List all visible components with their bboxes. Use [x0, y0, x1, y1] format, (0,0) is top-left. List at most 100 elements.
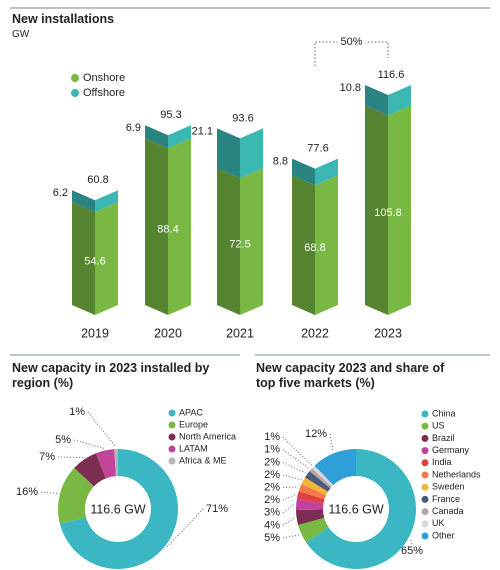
bar-segment: [217, 168, 240, 315]
leader-line: [282, 493, 296, 501]
legend-swatch: [168, 409, 176, 417]
legend-swatch: [421, 471, 429, 479]
legend-swatch: [168, 457, 176, 465]
bar-segment: [72, 190, 95, 212]
legend-label: China: [432, 408, 456, 418]
value-label: 4%: [264, 519, 280, 531]
value-label: 7%: [39, 451, 55, 463]
bar-segment: [72, 201, 95, 315]
value-label: 6.2: [53, 187, 68, 199]
chart-title: New capacity 2023 and share of top five …: [256, 361, 445, 390]
leader-line: [282, 517, 295, 526]
annotation: 50%: [340, 36, 362, 48]
leader-line: [282, 503, 295, 514]
legend-swatch: [421, 508, 429, 516]
bar-segment: [217, 128, 240, 179]
donut-slice: [298, 484, 326, 500]
donut-slice: [95, 449, 116, 479]
bar-segment: [217, 168, 240, 315]
donut-slice: [298, 517, 329, 543]
donut-slice: [114, 449, 118, 477]
legend-label: Sweden: [432, 482, 465, 492]
center-label: 116.6 GW: [90, 502, 146, 516]
legend-swatch: [421, 447, 429, 455]
legend-label: Onshore: [83, 72, 125, 84]
bar-segment: [365, 85, 388, 116]
leader-line: [282, 461, 306, 474]
bar-segment: [388, 105, 411, 316]
x-tick-label: 2019: [81, 326, 109, 340]
donut-slice: [305, 471, 331, 492]
bar-segment: [315, 175, 338, 315]
value-label: 2%: [264, 456, 280, 468]
value-label: 16%: [16, 486, 38, 498]
legend-swatch: [71, 74, 79, 82]
leader-line: [73, 439, 105, 449]
donut-slice: [296, 509, 325, 525]
bar-segment: [292, 158, 315, 186]
bar-segment: [145, 125, 168, 149]
leader-line: [282, 486, 299, 489]
chart-title: New installations: [12, 12, 115, 26]
x-tick-label: 2021: [226, 326, 254, 340]
bar-segment: [292, 158, 315, 186]
value-label: 10.8: [340, 82, 361, 94]
leader-line: [57, 456, 84, 459]
value-label: 68.8: [304, 242, 325, 254]
value-label: 5%: [264, 532, 280, 544]
leader-line: [282, 449, 310, 469]
value-label: 1%: [264, 444, 280, 456]
donut-slice: [74, 453, 106, 487]
value-label: 8.8: [273, 155, 288, 167]
chart-title: New capacity in 2023 installed by region…: [12, 361, 210, 390]
legend-swatch: [71, 89, 79, 97]
value-label: 1%: [264, 431, 280, 443]
legend-label: North America: [179, 431, 236, 441]
leader-line: [87, 411, 117, 448]
legend-swatch: [168, 421, 176, 429]
value-label: 2%: [264, 469, 280, 481]
bar-segment: [145, 138, 168, 315]
legend-swatch: [421, 459, 429, 467]
value-label: 6.9: [126, 122, 141, 134]
leader-line: [40, 491, 58, 495]
value-label: 3%: [264, 507, 280, 519]
leader-line: [410, 538, 413, 545]
legend-swatch: [168, 433, 176, 441]
bar-segment: [145, 125, 168, 149]
leader-line: [282, 474, 302, 481]
bar-segment: [388, 85, 411, 116]
bar-segment: [365, 105, 388, 316]
total-label: 95.3: [160, 109, 181, 121]
legend-swatch: [421, 410, 429, 418]
bar-segment: [95, 190, 118, 212]
bar-segment: [168, 138, 191, 315]
bar-segment: [365, 85, 388, 116]
leader-line: [329, 433, 334, 452]
donut-slice: [309, 468, 332, 489]
total-label: 60.8: [87, 174, 108, 186]
total-label: 77.6: [307, 142, 328, 154]
value-label: 88.4: [157, 224, 178, 236]
value-label: 2%: [264, 494, 280, 506]
legend-label: France: [432, 494, 460, 504]
legend-label: Germany: [432, 445, 470, 455]
donut-slice: [296, 491, 325, 504]
legend-label: Netherlands: [432, 469, 481, 479]
legend-label: UK: [432, 518, 445, 528]
legend-label: Canada: [432, 506, 464, 516]
donut-slice: [59, 449, 179, 569]
bar-segment: [168, 125, 191, 149]
center-label: 116.6 GW: [328, 502, 384, 516]
bar-segment: [240, 168, 263, 315]
value-label: 54.6: [84, 255, 105, 267]
legend-label: Brazil: [432, 433, 455, 443]
leader-line: [282, 436, 313, 466]
value-label: 2%: [264, 482, 280, 494]
x-tick-label: 2023: [374, 326, 402, 340]
bar-segment: [72, 190, 95, 212]
leader-line: [282, 534, 300, 539]
donut-slice: [301, 477, 328, 496]
legend-swatch: [421, 495, 429, 503]
